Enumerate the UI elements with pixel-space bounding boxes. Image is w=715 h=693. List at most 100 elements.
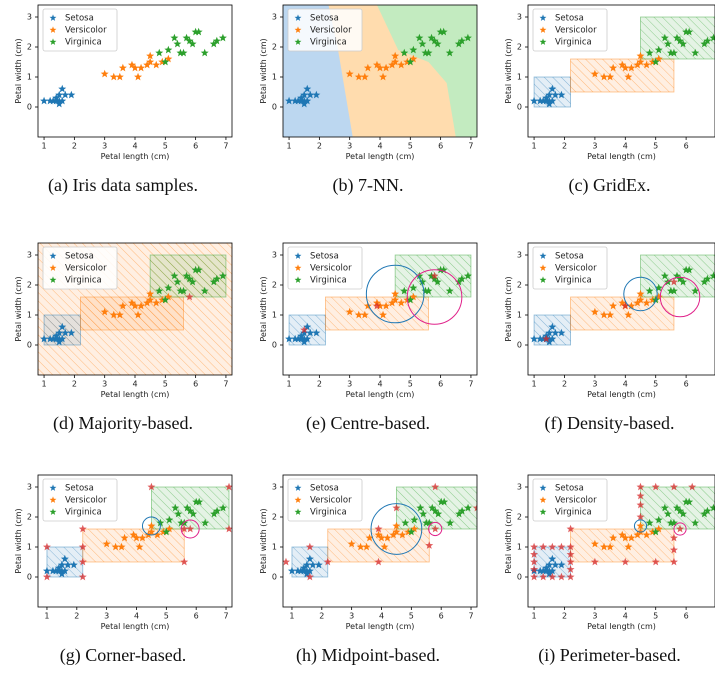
legend-box [42, 478, 118, 522]
counterfactual-point [566, 557, 575, 566]
data-point [146, 295, 155, 304]
legend-marker [539, 252, 547, 259]
data-point [624, 310, 633, 319]
x-tick-label: 5 [653, 142, 658, 151]
data-point [137, 301, 146, 310]
x-tick-label: 4 [134, 612, 139, 621]
data-point [548, 322, 557, 331]
y-tick-label: 2 [517, 43, 522, 52]
data-point [179, 286, 188, 295]
y-tick-label: 0 [517, 103, 522, 112]
x-tick-label: 1 [532, 612, 537, 621]
counterfactual-point [473, 503, 477, 512]
data-point [406, 295, 415, 304]
data-point [618, 530, 627, 539]
x-tick-label: 7 [223, 142, 228, 151]
data-point [539, 334, 548, 343]
y-tick-label: 3 [517, 251, 522, 260]
y-axis-label: Petal width (cm) [259, 38, 268, 103]
counterfactual-point [542, 334, 551, 343]
counterfactual-point [669, 482, 678, 491]
data-point [365, 533, 374, 542]
counterfactual-point [566, 524, 575, 533]
data-point [156, 518, 165, 527]
data-point [542, 93, 551, 102]
x-axis-label: Petal length (cm) [101, 390, 170, 399]
y-tick-label: 1 [27, 73, 32, 82]
data-point [300, 99, 309, 108]
counterfactual-point [539, 572, 548, 581]
x-tick-label: 3 [104, 612, 109, 621]
y-tick-label: 3 [27, 13, 32, 22]
data-point [660, 271, 669, 280]
x-tick-label: 3 [347, 380, 352, 389]
counterfactual-point [636, 500, 645, 509]
data-point [424, 286, 433, 295]
data-point [218, 271, 227, 280]
data-point [109, 72, 118, 81]
data-point [636, 57, 645, 66]
counterfactual-point [566, 542, 575, 551]
data-point [165, 515, 174, 524]
data-point [392, 521, 401, 530]
y-tick-label: 2 [517, 513, 522, 522]
data-point [430, 36, 439, 45]
y-tick-label: 3 [27, 483, 32, 492]
neighbourhood-circle [370, 503, 423, 555]
data-point [49, 334, 58, 343]
data-point [463, 33, 472, 42]
y-axis-label: Petal width (cm) [504, 508, 513, 573]
data-point [61, 328, 70, 337]
data-point [55, 99, 64, 108]
y-tick-label: 0 [27, 341, 32, 350]
legend-box [532, 8, 608, 52]
legend-marker [49, 276, 57, 283]
data-point [636, 521, 645, 530]
data-point [57, 569, 66, 578]
counterfactual-point [669, 545, 678, 554]
data-point [703, 274, 712, 283]
data-point [158, 295, 167, 304]
neighbourhood-circle [673, 522, 687, 536]
data-point [146, 51, 155, 60]
data-point [463, 271, 472, 280]
data-point [297, 334, 306, 343]
data-point [609, 63, 618, 72]
counterfactual-point [392, 503, 401, 512]
data-point [609, 533, 618, 542]
data-point [421, 286, 430, 295]
data-point [410, 524, 419, 533]
x-tick-label: 2 [72, 380, 77, 389]
x-tick-label: 1 [44, 612, 49, 621]
counterfactual-point [621, 557, 630, 566]
x-tick-label: 2 [319, 612, 324, 621]
data-point [398, 530, 407, 539]
legend-marker [294, 276, 302, 283]
legend-label: Versicolor [555, 496, 597, 506]
data-point [409, 45, 418, 54]
data-point [174, 509, 183, 518]
data-point [458, 506, 467, 515]
y-tick-label: 3 [272, 483, 277, 492]
legend-marker [49, 252, 57, 259]
x-tick-label: 5 [653, 612, 658, 621]
data-point [209, 277, 218, 286]
data-point [117, 542, 126, 551]
legend-box [287, 246, 363, 290]
data-point [100, 69, 109, 78]
data-point [536, 566, 545, 575]
legend: Setosa Versicolor Virginica [532, 246, 608, 290]
data-point [58, 322, 67, 331]
data-point [305, 566, 314, 575]
x-tick-label: 6 [438, 142, 443, 151]
data-point [129, 530, 138, 539]
data-point [61, 90, 70, 99]
counterfactual-point [431, 524, 440, 533]
data-point [137, 63, 146, 72]
data-point [40, 334, 49, 343]
legend-label: Versicolor [310, 26, 352, 36]
data-point [60, 554, 69, 563]
y-tick-label: 2 [27, 281, 32, 290]
plot-area [283, 482, 477, 581]
